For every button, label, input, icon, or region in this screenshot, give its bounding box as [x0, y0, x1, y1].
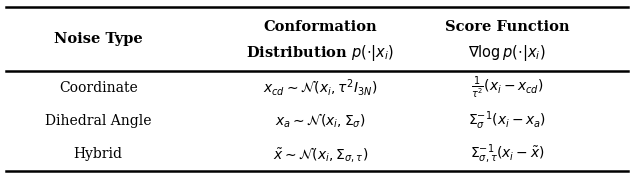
- Text: $\Sigma_\sigma^{-1}(x_i - x_a)$: $\Sigma_\sigma^{-1}(x_i - x_a)$: [468, 110, 547, 132]
- Text: $\Sigma_{\sigma,\tau}^{-1}(x_i - \tilde{x})$: $\Sigma_{\sigma,\tau}^{-1}(x_i - \tilde{…: [470, 143, 545, 166]
- Text: Score Function: Score Function: [445, 20, 569, 34]
- Text: $\nabla \log p(\cdot|x_i)$: $\nabla \log p(\cdot|x_i)$: [469, 43, 546, 62]
- Text: Conformation: Conformation: [263, 20, 377, 34]
- Text: Dihedral Angle: Dihedral Angle: [45, 114, 152, 128]
- Text: Coordinate: Coordinate: [59, 81, 138, 95]
- Text: Hybrid: Hybrid: [74, 147, 123, 161]
- Text: $\tilde{x} \sim \mathcal{N}(x_i, \Sigma_{\sigma,\tau})$: $\tilde{x} \sim \mathcal{N}(x_i, \Sigma_…: [273, 145, 368, 164]
- Text: $x_a \sim \mathcal{N}(x_i, \Sigma_\sigma)$: $x_a \sim \mathcal{N}(x_i, \Sigma_\sigma…: [275, 112, 366, 130]
- Text: $\frac{1}{\tau^2}(x_i - x_{cd})$: $\frac{1}{\tau^2}(x_i - x_{cd})$: [471, 75, 543, 101]
- Text: Noise Type: Noise Type: [54, 32, 143, 46]
- Text: Distribution $p(\cdot|x_i)$: Distribution $p(\cdot|x_i)$: [246, 43, 394, 62]
- Text: $x_{cd} \sim \mathcal{N}(x_i, \tau^2 I_{3N})$: $x_{cd} \sim \mathcal{N}(x_i, \tau^2 I_{…: [263, 77, 377, 98]
